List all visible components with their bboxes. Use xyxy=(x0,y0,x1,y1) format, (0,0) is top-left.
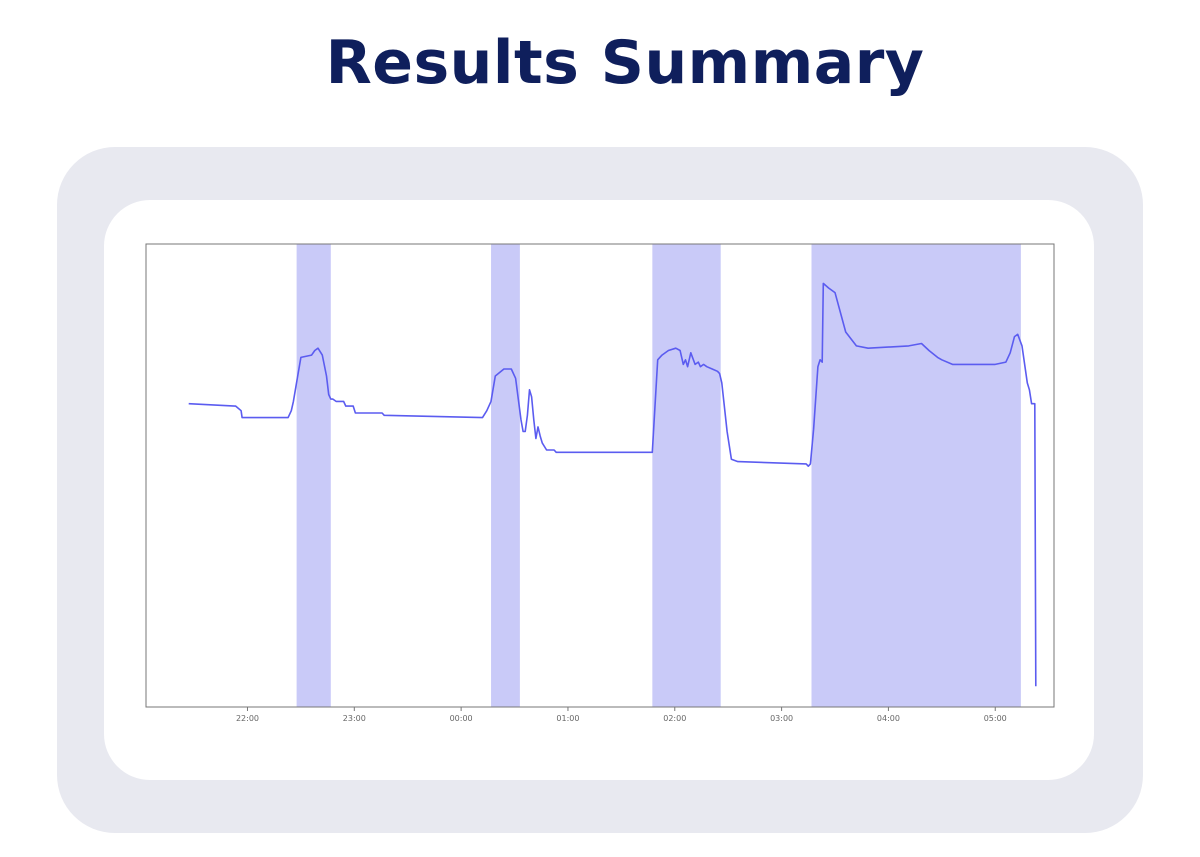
plot-frame xyxy=(145,243,1055,708)
x-tick-label-5: 02:00 xyxy=(663,714,686,723)
highlight-band-1 xyxy=(296,244,331,707)
x-tick-label-3: 00:00 xyxy=(450,714,473,723)
x-tick-label-8: 05:00 xyxy=(984,714,1007,723)
series-line-1 xyxy=(188,282,1037,687)
x-tick-label-7: 04:00 xyxy=(877,714,900,723)
highlight-band-2 xyxy=(491,244,520,707)
page-title: Results Summary xyxy=(325,28,925,98)
x-tick-label-2: 23:00 xyxy=(343,714,366,723)
highlight-band-4 xyxy=(811,244,1021,707)
x-tick-label-4: 01:00 xyxy=(556,714,579,723)
highlight-band-3 xyxy=(652,244,721,707)
x-tick-label-1: 22:00 xyxy=(236,714,259,723)
x-tick-label-6: 03:00 xyxy=(770,714,793,723)
